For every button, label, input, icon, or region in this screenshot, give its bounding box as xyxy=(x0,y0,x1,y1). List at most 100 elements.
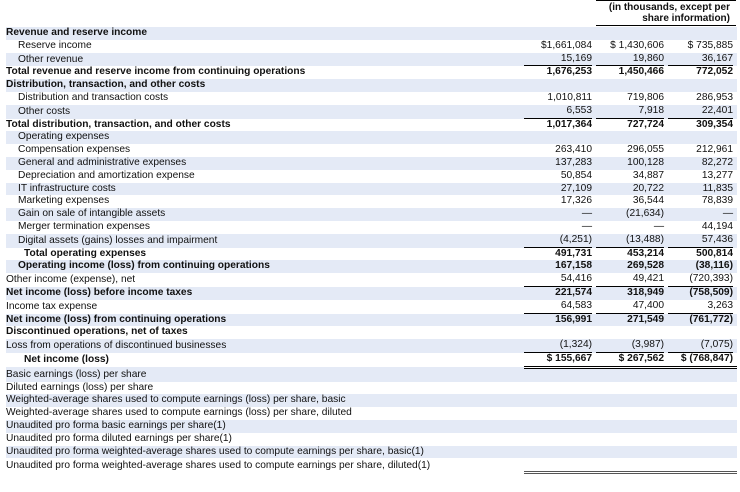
value-cell-year-2 xyxy=(596,367,668,382)
row-label: Reserve income xyxy=(6,39,524,53)
value-cell-year-2 xyxy=(596,27,668,40)
value-cell-year-3 xyxy=(668,326,737,340)
value-cell-year-3 xyxy=(668,131,737,145)
value-text: 1,010,811 xyxy=(547,91,592,103)
value-text: 156,991 xyxy=(555,313,592,325)
value-cell-year-1 xyxy=(524,394,596,408)
value-cell-year-1 xyxy=(524,367,596,382)
row-label: Weighted-average shares used to compute … xyxy=(6,407,524,420)
value-cell-year-2 xyxy=(596,79,668,92)
value-cell-year-3: 36,167 xyxy=(668,52,737,67)
value-cell-year-2 xyxy=(596,432,668,446)
row-label: Operating expenses xyxy=(6,131,524,145)
value-cell-year-3: (761,772) xyxy=(668,313,737,327)
value-text: 36,544 xyxy=(632,195,664,207)
value-cell-year-1: 64,583 xyxy=(524,299,596,314)
table-row: Other costs 6,553 7,918 22,401 xyxy=(6,104,737,119)
table-row: Depreciation and amortization expense 50,… xyxy=(6,169,737,183)
table-row: Compensation expenses 263,410 296,055 212,9… xyxy=(6,144,737,157)
value-cell-year-1: 1,010,811 xyxy=(524,91,596,105)
row-label: Net income (loss) before income taxes xyxy=(6,286,524,300)
value-cell-year-2: $ 267,562 xyxy=(596,352,668,369)
value-text: 57,436 xyxy=(668,234,733,248)
table-row: Operating income (loss) from continuing … xyxy=(6,260,737,274)
row-label: Gain on sale of intangible assets xyxy=(6,208,524,221)
row-label: Digital assets (gains) losses and impair… xyxy=(6,233,524,248)
value-text: 137,283 xyxy=(555,156,592,168)
value-cell-year-1: 1,676,253 xyxy=(524,66,596,80)
value-cell-year-2: 19,860 xyxy=(596,52,668,67)
value-cell-year-1: 1,017,364 xyxy=(524,118,596,132)
value-cell-year-1 xyxy=(524,445,596,459)
value-cell-year-1: 156,991 xyxy=(524,313,596,327)
value-text: 7,918 xyxy=(596,105,664,119)
value-cell-year-1: 17,326 xyxy=(524,195,596,209)
value-text: (4,251) xyxy=(524,234,592,248)
value-text: (7,075) xyxy=(668,339,733,353)
value-text: 11,835 xyxy=(702,182,733,194)
value-cell-year-2: 727,724 xyxy=(596,118,668,132)
value-cell-year-2: 20,722 xyxy=(596,182,668,196)
value-cell-year-2: — xyxy=(596,220,668,234)
row-label: Other revenue xyxy=(6,52,524,67)
table-row: Unaudited pro forma weighted-average sha… xyxy=(6,445,737,459)
value-cell-year-3: 286,953 xyxy=(668,91,737,105)
value-cell-year-3: — xyxy=(668,208,737,221)
value-cell-year-3: (720,393) xyxy=(668,273,737,287)
value-text: 318,949 xyxy=(627,286,664,298)
value-text: $ (768,847) xyxy=(680,352,733,364)
row-label: Marketing expenses xyxy=(6,195,524,209)
value-cell-year-3 xyxy=(668,407,737,420)
value-cell-year-2: 36,544 xyxy=(596,195,668,209)
table-row: IT infrastructure costs 27,109 20,722 11,83… xyxy=(6,182,737,196)
value-cell-year-1 xyxy=(524,131,596,145)
row-label: Income tax expense xyxy=(6,299,524,314)
value-cell-year-2: 318,949 xyxy=(596,286,668,300)
value-cell-year-3 xyxy=(668,27,737,40)
value-cell-year-3: (758,509) xyxy=(668,286,737,300)
value-cell-year-2: 100,128 xyxy=(596,156,668,170)
value-text: 100,128 xyxy=(627,156,664,168)
value-cell-year-1: $1,661,084 xyxy=(524,39,596,53)
value-cell-year-1 xyxy=(524,79,596,92)
value-text: 3,263 xyxy=(668,300,733,314)
value-text: 1,450,466 xyxy=(618,66,664,78)
value-cell-year-1 xyxy=(524,381,596,395)
table-row: Gain on sale of intangible assets — (21,63… xyxy=(6,208,737,221)
row-label: Diluted earnings (loss) per share xyxy=(6,381,524,395)
row-label: Net income (loss) from continuing operat… xyxy=(6,313,524,327)
value-cell-year-3: 82,272 xyxy=(668,156,737,170)
table-row: Merger termination expenses — — 44,194 xyxy=(6,220,737,234)
value-cell-year-2: 453,214 xyxy=(596,247,668,261)
value-cell-year-3: 11,835 xyxy=(668,182,737,196)
table-row: Net income (loss) from continuing operat… xyxy=(6,313,737,327)
value-cell-year-2 xyxy=(596,394,668,408)
header-bottom-rule xyxy=(596,25,736,26)
row-label: Total distribution, transaction, and oth… xyxy=(6,118,524,132)
row-label: Other income (expense), net xyxy=(6,273,524,287)
value-text: 17,326 xyxy=(560,195,592,207)
table-row: Unaudited pro forma weighted-average sha… xyxy=(6,458,737,475)
value-text: $1,661,084 xyxy=(541,39,592,51)
row-label: Unaudited pro forma diluted earnings per… xyxy=(6,432,524,446)
value-cell-year-2 xyxy=(596,445,668,459)
value-cell-year-3: 13,277 xyxy=(668,169,737,183)
value-cell-year-1 xyxy=(524,458,596,475)
header-top-rule xyxy=(596,0,736,1)
value-text: 221,574 xyxy=(555,286,592,298)
value-cell-year-1: 50,854 xyxy=(524,169,596,183)
table-row: Net income (loss) before income taxes 221… xyxy=(6,286,737,300)
row-label: Discontinued operations, net of taxes xyxy=(6,326,524,340)
value-cell-year-2: (21,634) xyxy=(596,208,668,221)
value-cell-year-2 xyxy=(596,419,668,433)
value-cell-year-1: 6,553 xyxy=(524,104,596,119)
value-text: 44,194 xyxy=(701,220,733,232)
value-text: (3,987) xyxy=(596,339,664,353)
value-cell-year-2: 1,450,466 xyxy=(596,66,668,80)
value-cell-year-1 xyxy=(524,407,596,420)
income-statement-table: Revenue and reserve income Reserve income… xyxy=(6,27,737,475)
row-label: Unaudited pro forma basic earnings per s… xyxy=(6,419,524,433)
value-text: — xyxy=(581,208,592,220)
table-row: Weighted-average shares used to compute … xyxy=(6,394,737,408)
value-cell-year-3: $ 735,885 xyxy=(668,39,737,53)
